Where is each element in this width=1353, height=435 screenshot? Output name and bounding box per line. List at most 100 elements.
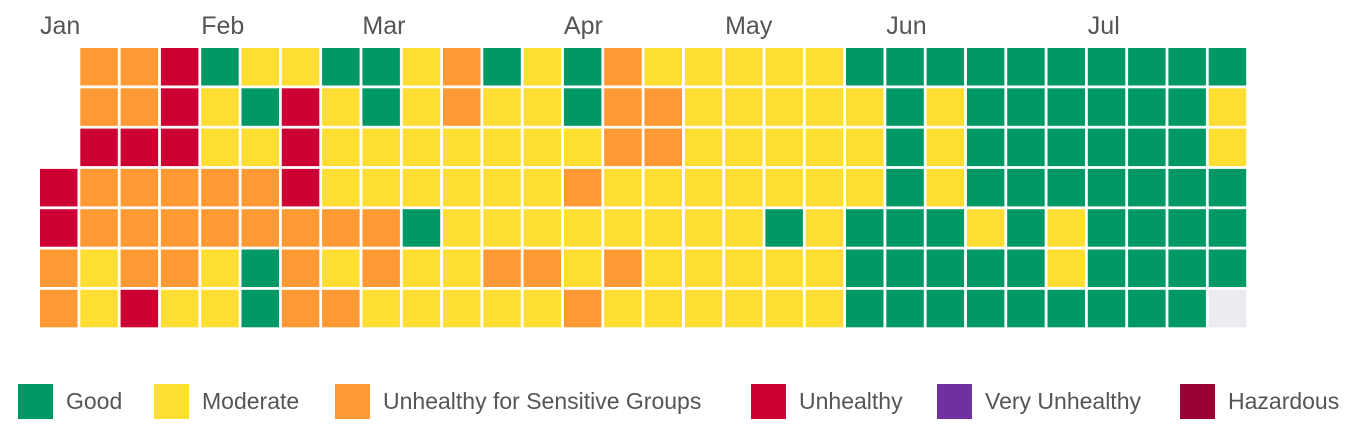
heatmap-cell [80, 88, 118, 126]
heatmap-cell [201, 168, 239, 207]
heatmap-cell [80, 289, 118, 328]
heatmap-cell [1087, 289, 1126, 328]
heatmap-cell [604, 249, 642, 287]
heatmap-cell [725, 88, 763, 126]
heatmap-cell [684, 289, 723, 328]
heatmap-cell [1208, 209, 1247, 247]
heatmap-cell [281, 249, 320, 287]
heatmap-cell [684, 168, 723, 207]
heatmap-cell [80, 128, 118, 167]
heatmap-cell [563, 128, 602, 167]
heatmap-cell [160, 209, 199, 247]
heatmap-cell [483, 88, 521, 126]
heatmap-cell [886, 128, 924, 167]
heatmap-cell [241, 289, 279, 328]
heatmap-cell [402, 128, 441, 167]
heatmap-cell [1087, 209, 1126, 247]
heatmap-cell [765, 168, 803, 207]
heatmap-cell [443, 209, 481, 247]
heatmap-cell [443, 289, 481, 328]
heatmap-cell [684, 249, 723, 287]
heatmap-cell [523, 168, 562, 207]
heatmap-cell [966, 209, 1005, 247]
heatmap-cell [1208, 168, 1247, 207]
heatmap-cell [644, 48, 682, 86]
heatmap-cell [604, 88, 642, 126]
legend-label: Very Unhealthy [985, 388, 1141, 414]
heatmap-cell [241, 168, 279, 207]
heatmap-cell [926, 249, 965, 287]
heatmap-cell [322, 249, 360, 287]
heatmap-cell [644, 128, 682, 167]
heatmap-cell [443, 128, 481, 167]
heatmap-cell [1128, 88, 1166, 126]
heatmap-cell [523, 209, 562, 247]
legend-label: Good [66, 388, 122, 414]
heatmap-cell [1208, 128, 1247, 167]
legend-swatch [751, 384, 786, 419]
heatmap-cell [483, 209, 521, 247]
heatmap-cell [1208, 249, 1247, 287]
heatmap-cell [846, 289, 884, 328]
heatmap-cell [846, 249, 884, 287]
heatmap-cell [362, 88, 400, 126]
heatmap-cell [523, 249, 562, 287]
heatmap-cell [805, 88, 844, 126]
heatmap-cell [1168, 289, 1206, 328]
heatmap-cell [644, 289, 682, 328]
heatmap-cell [1128, 168, 1166, 207]
heatmap-cell [1208, 88, 1247, 126]
heatmap-cell [483, 48, 521, 86]
heatmap-cell [1168, 128, 1206, 167]
heatmap-cell [805, 48, 844, 86]
heatmap-cell [1007, 168, 1045, 207]
heatmap-cells [40, 48, 1247, 328]
heatmap-cell [1047, 289, 1085, 328]
heatmap-cell [402, 249, 441, 287]
heatmap-cell [120, 168, 159, 207]
heatmap-cell [443, 88, 481, 126]
heatmap-cell [40, 168, 78, 207]
heatmap-cell [241, 249, 279, 287]
heatmap-cell [886, 48, 924, 86]
heatmap-cell [765, 88, 803, 126]
heatmap-cell [1128, 48, 1166, 86]
heatmap-cell [1007, 88, 1045, 126]
heatmap-cell [926, 128, 965, 167]
heatmap-cell [1208, 48, 1247, 86]
heatmap-cell [1047, 48, 1085, 86]
heatmap-cell [1087, 48, 1126, 86]
heatmap-cell [966, 128, 1005, 167]
heatmap-cell [604, 168, 642, 207]
heatmap-cell [523, 289, 562, 328]
heatmap-cell [563, 209, 602, 247]
heatmap-cell [483, 289, 521, 328]
heatmap-cell [362, 209, 400, 247]
heatmap-cell [80, 168, 118, 207]
heatmap-cell [281, 289, 320, 328]
heatmap-cell [1128, 128, 1166, 167]
heatmap-cell [40, 209, 78, 247]
heatmap-cell [523, 128, 562, 167]
heatmap-cell [1047, 249, 1085, 287]
heatmap-cell [120, 249, 159, 287]
heatmap-cell [846, 209, 884, 247]
heatmap-cell [322, 289, 360, 328]
heatmap-cell [40, 249, 78, 287]
heatmap-cell [725, 209, 763, 247]
heatmap-cell [966, 249, 1005, 287]
heatmap-cell [1007, 249, 1045, 287]
heatmap-cell [443, 48, 481, 86]
heatmap-cell [926, 209, 965, 247]
heatmap-cell [1087, 249, 1126, 287]
heatmap-cell [120, 88, 159, 126]
heatmap-cell [966, 289, 1005, 328]
heatmap-cell [725, 128, 763, 167]
heatmap-cell [684, 128, 723, 167]
heatmap-cell [241, 209, 279, 247]
month-label: Apr [564, 12, 603, 40]
heatmap-cell [604, 48, 642, 86]
heatmap-cell [322, 209, 360, 247]
month-label: Jan [40, 12, 80, 40]
heatmap-cell [1007, 209, 1045, 247]
